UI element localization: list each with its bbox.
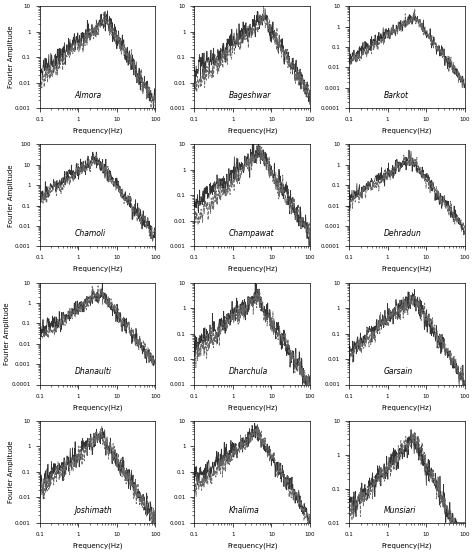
Text: Champawat: Champawat — [229, 229, 275, 238]
Y-axis label: Fourier Amplitude: Fourier Amplitude — [8, 26, 14, 88]
X-axis label: Frequency(Hz): Frequency(Hz) — [382, 404, 432, 410]
Text: Joshimath: Joshimath — [74, 505, 112, 515]
Text: Bageshwar: Bageshwar — [229, 91, 272, 100]
X-axis label: Frequency(Hz): Frequency(Hz) — [73, 542, 123, 549]
Text: Dhanaulti: Dhanaulti — [74, 367, 111, 377]
Text: Munsiari: Munsiari — [384, 505, 416, 515]
Text: Khalima: Khalima — [229, 505, 260, 515]
X-axis label: Frequency(Hz): Frequency(Hz) — [382, 542, 432, 549]
Text: Chamoli: Chamoli — [74, 229, 106, 238]
Y-axis label: Fourier Amplitude: Fourier Amplitude — [4, 302, 10, 365]
Text: Almora: Almora — [74, 91, 101, 100]
X-axis label: Frequency(Hz): Frequency(Hz) — [73, 266, 123, 272]
Text: Dharchula: Dharchula — [229, 367, 268, 377]
Y-axis label: Fourier Amplitude: Fourier Amplitude — [8, 441, 14, 503]
X-axis label: Frequency(Hz): Frequency(Hz) — [73, 404, 123, 410]
X-axis label: Frequency(Hz): Frequency(Hz) — [227, 266, 277, 272]
Y-axis label: Fourier Amplitude: Fourier Amplitude — [8, 164, 14, 227]
X-axis label: Frequency(Hz): Frequency(Hz) — [382, 266, 432, 272]
X-axis label: Frequency(Hz): Frequency(Hz) — [73, 128, 123, 134]
X-axis label: Frequency(Hz): Frequency(Hz) — [382, 128, 432, 134]
Text: Garsain: Garsain — [384, 367, 413, 377]
Text: Barkot: Barkot — [384, 91, 409, 100]
Text: Dehradun: Dehradun — [384, 229, 421, 238]
X-axis label: Frequency(Hz): Frequency(Hz) — [227, 542, 277, 549]
X-axis label: Frequency(Hz): Frequency(Hz) — [227, 404, 277, 410]
X-axis label: Frequency(Hz): Frequency(Hz) — [227, 128, 277, 134]
